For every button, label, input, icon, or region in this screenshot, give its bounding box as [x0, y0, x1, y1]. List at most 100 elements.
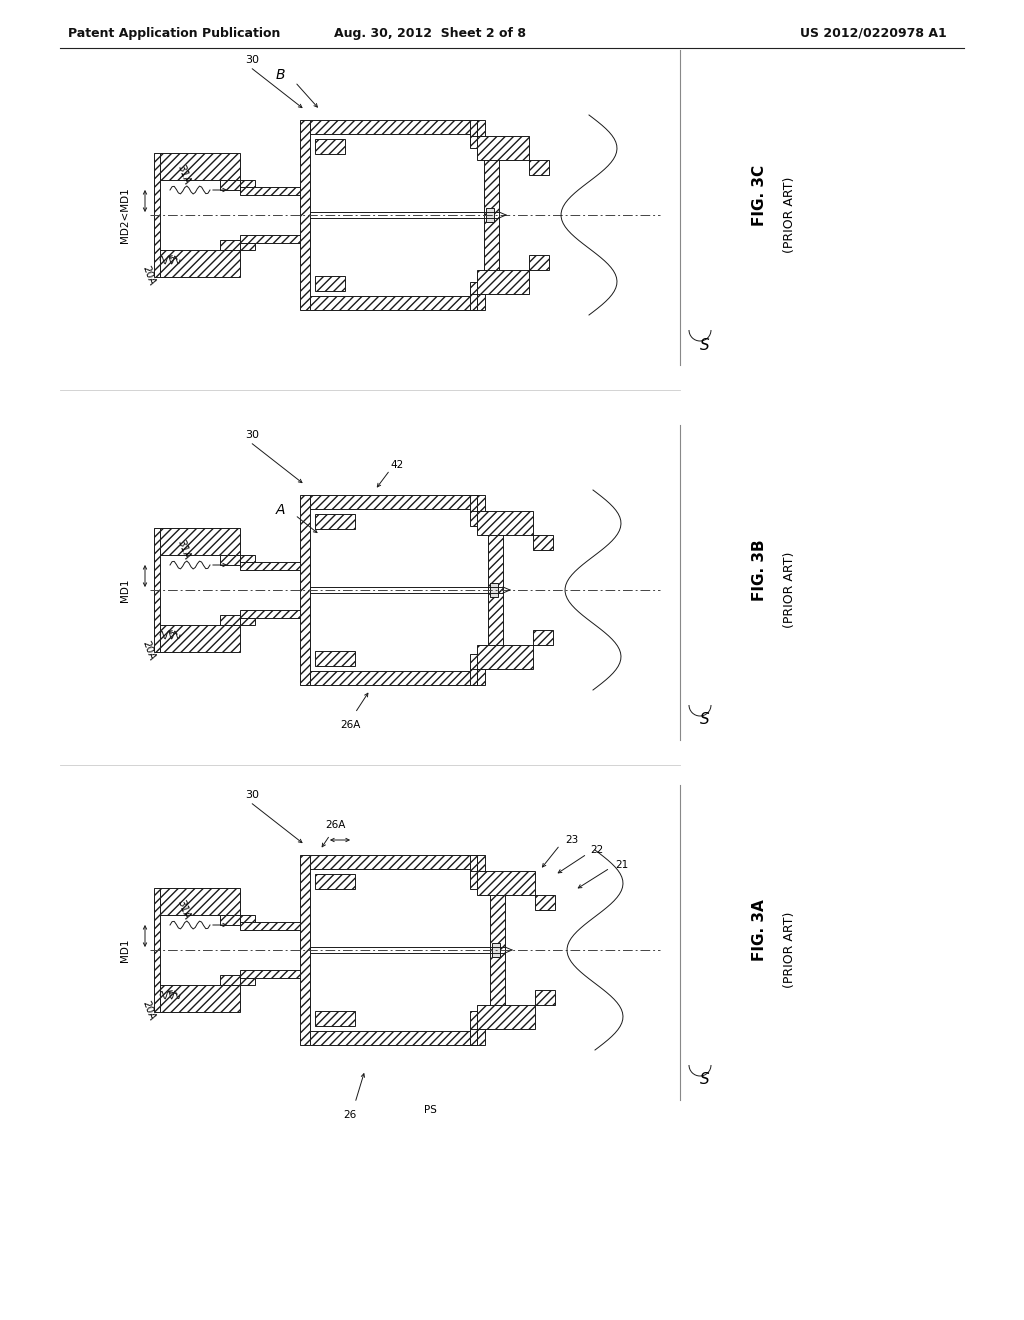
Polygon shape — [465, 855, 555, 909]
Polygon shape — [470, 511, 488, 525]
Text: Aug. 30, 2012  Sheet 2 of 8: Aug. 30, 2012 Sheet 2 of 8 — [334, 26, 526, 40]
Polygon shape — [470, 871, 490, 888]
Polygon shape — [465, 120, 549, 176]
Text: 20A: 20A — [140, 639, 157, 661]
Polygon shape — [470, 1011, 490, 1030]
Text: 30: 30 — [245, 789, 259, 800]
Polygon shape — [310, 120, 470, 135]
Text: FIG. 3B: FIG. 3B — [753, 539, 768, 601]
Text: 31A: 31A — [175, 539, 191, 561]
Polygon shape — [240, 610, 310, 618]
Polygon shape — [240, 618, 255, 624]
Polygon shape — [220, 615, 240, 624]
Polygon shape — [240, 562, 310, 570]
Polygon shape — [240, 970, 310, 978]
Text: US 2012/0220978 A1: US 2012/0220978 A1 — [800, 26, 947, 40]
Text: 20A: 20A — [140, 264, 157, 286]
Polygon shape — [240, 915, 255, 921]
Polygon shape — [220, 915, 240, 925]
Polygon shape — [220, 554, 240, 565]
Polygon shape — [300, 855, 310, 1045]
Polygon shape — [465, 495, 553, 550]
Polygon shape — [315, 139, 345, 154]
Text: 21: 21 — [615, 861, 629, 870]
Text: S: S — [700, 1072, 710, 1088]
Polygon shape — [470, 855, 485, 875]
Polygon shape — [310, 495, 470, 510]
Polygon shape — [470, 290, 485, 310]
Polygon shape — [220, 975, 240, 985]
Text: S: S — [700, 338, 710, 352]
Polygon shape — [310, 1031, 470, 1045]
Polygon shape — [220, 180, 240, 190]
Text: B: B — [275, 69, 285, 82]
Text: 20A: 20A — [140, 999, 157, 1022]
Text: MD1: MD1 — [120, 939, 130, 962]
Polygon shape — [490, 583, 498, 597]
Text: PS: PS — [424, 1105, 436, 1115]
Polygon shape — [160, 888, 240, 915]
Polygon shape — [315, 1011, 355, 1026]
Polygon shape — [240, 554, 255, 562]
Text: 42: 42 — [390, 459, 403, 470]
Polygon shape — [240, 180, 255, 187]
Polygon shape — [315, 513, 355, 529]
Polygon shape — [160, 153, 240, 180]
Text: 22: 22 — [590, 845, 603, 855]
Text: (PRIOR ART): (PRIOR ART) — [783, 912, 797, 989]
Polygon shape — [160, 624, 240, 652]
Polygon shape — [465, 255, 549, 310]
Polygon shape — [310, 855, 470, 869]
Text: (PRIOR ART): (PRIOR ART) — [783, 177, 797, 253]
Polygon shape — [465, 990, 555, 1045]
Text: FIG. 3C: FIG. 3C — [753, 165, 768, 226]
Polygon shape — [470, 495, 485, 515]
Text: S: S — [700, 713, 710, 727]
Polygon shape — [484, 148, 499, 282]
Polygon shape — [470, 653, 488, 669]
Text: 31A: 31A — [175, 164, 191, 186]
Text: 23: 23 — [565, 836, 579, 845]
Text: 26A: 26A — [325, 820, 345, 830]
Text: 31A: 31A — [175, 899, 191, 921]
Polygon shape — [310, 296, 470, 310]
Text: 30: 30 — [245, 430, 259, 440]
Polygon shape — [240, 978, 255, 985]
Polygon shape — [154, 153, 160, 277]
Polygon shape — [240, 235, 310, 243]
Polygon shape — [240, 187, 310, 195]
Polygon shape — [470, 1026, 485, 1045]
Polygon shape — [300, 495, 310, 685]
Polygon shape — [315, 276, 345, 290]
Polygon shape — [160, 528, 240, 554]
Polygon shape — [486, 209, 494, 222]
Text: A: A — [275, 503, 285, 517]
Text: MD1: MD1 — [120, 578, 130, 602]
Polygon shape — [315, 874, 355, 888]
Polygon shape — [154, 528, 160, 652]
Polygon shape — [465, 630, 553, 685]
Text: 26: 26 — [343, 1110, 356, 1119]
Polygon shape — [470, 282, 484, 294]
Polygon shape — [470, 120, 485, 140]
Text: (PRIOR ART): (PRIOR ART) — [783, 552, 797, 628]
Polygon shape — [160, 985, 240, 1012]
Polygon shape — [490, 888, 505, 1011]
Text: 30: 30 — [245, 55, 259, 65]
Polygon shape — [220, 240, 240, 249]
Polygon shape — [300, 120, 310, 310]
Polygon shape — [240, 243, 255, 249]
Polygon shape — [488, 525, 503, 653]
Text: 26A: 26A — [340, 719, 360, 730]
Polygon shape — [470, 665, 485, 685]
Text: FIG. 3A: FIG. 3A — [753, 899, 768, 961]
Polygon shape — [470, 136, 484, 148]
Text: Patent Application Publication: Patent Application Publication — [68, 26, 281, 40]
Polygon shape — [160, 249, 240, 277]
Polygon shape — [315, 651, 355, 667]
Polygon shape — [310, 671, 470, 685]
Polygon shape — [492, 942, 500, 957]
Polygon shape — [154, 888, 160, 1012]
Polygon shape — [240, 921, 310, 931]
Text: MD2<MD1: MD2<MD1 — [120, 187, 130, 243]
